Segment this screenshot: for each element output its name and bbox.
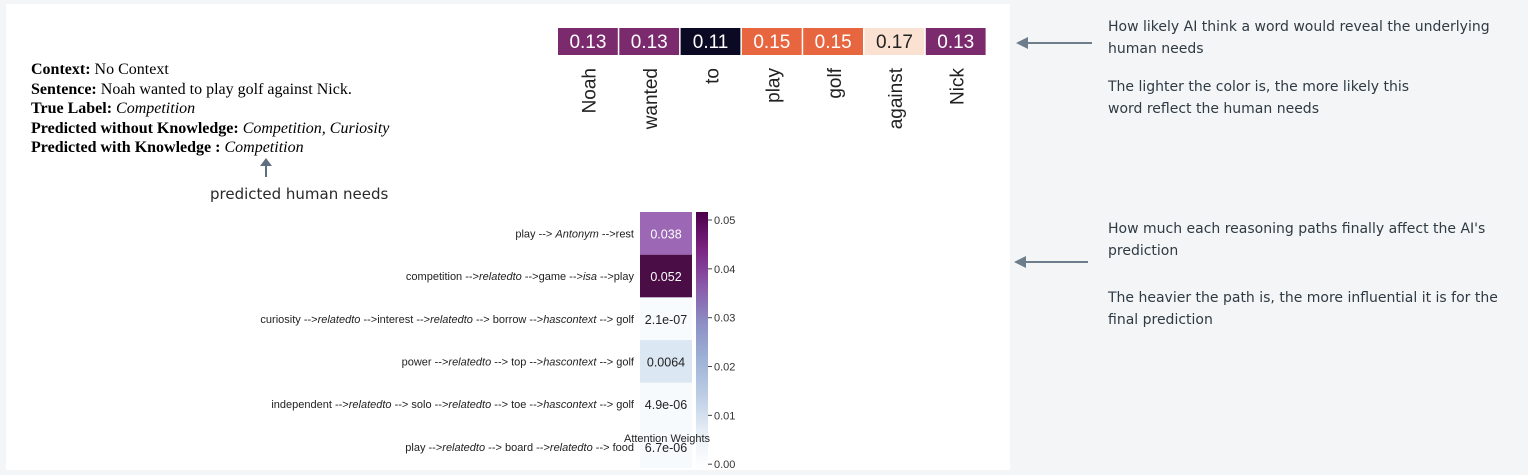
context-row: Context: No Context xyxy=(31,60,389,80)
path-cell xyxy=(640,382,692,426)
sentence-value: Noah wanted to play golf against Nick. xyxy=(100,80,352,98)
pred-without-label: Predicted without Knowledge: xyxy=(31,119,239,137)
word-tick-label: to xyxy=(702,68,723,84)
word-cell-label: 0.11 xyxy=(693,32,729,53)
word-tick-label: Noah xyxy=(580,68,601,113)
up-arrow-icon xyxy=(260,158,272,177)
path-cell xyxy=(640,340,692,383)
figure-panel xyxy=(6,4,1010,470)
colorbar-tick-label: 0.03 xyxy=(714,313,735,325)
true-label-value: Competition xyxy=(116,100,196,117)
word-tick-label: play xyxy=(764,68,785,103)
word-cell xyxy=(558,28,618,55)
path-cell-label: 4.9e-06 xyxy=(645,398,687,412)
word-cell xyxy=(864,28,925,55)
path-cell xyxy=(640,425,692,469)
note-heavier-path: The heavier the path is, the more influe… xyxy=(1108,290,1498,328)
path-heatmap: 0.038 play --> Antonym -->rest 0.052 compet… xyxy=(260,212,735,470)
path-cell-label: 2.1e-07 xyxy=(645,313,687,327)
path-tick-label: competition -->relatedto -->game -->isa … xyxy=(406,271,635,283)
word-cell-label: 0.13 xyxy=(937,32,974,53)
colorbar-tick-label: 0.02 xyxy=(714,362,735,374)
word-cell-label: 0.13 xyxy=(631,32,668,53)
note-lighter-color: The lighter the color is, the more likel… xyxy=(1108,79,1410,117)
path-cell xyxy=(640,212,692,255)
sentence-label: Sentence: xyxy=(31,80,97,98)
path-xlabel: Attention Weights xyxy=(624,433,711,445)
note-word-likelihood: How likely AI think a word would reveal … xyxy=(1108,19,1490,57)
word-cell xyxy=(741,28,802,55)
sentence-row: Sentence: Noah wanted to play golf again… xyxy=(31,80,389,100)
path-tick-label: play -->relatedto --> board -->relatedto… xyxy=(405,442,634,454)
word-cell-label: 0.15 xyxy=(815,32,852,53)
true-label-label: True Label: xyxy=(31,100,113,117)
colorbar-tick-label: 0.04 xyxy=(714,264,735,276)
word-cell xyxy=(680,28,741,55)
path-tick-label: play --> Antonym -->rest xyxy=(515,228,634,240)
charts-svg: 0.13 Noah 0.13 wanted 0.11 to 0.15 play 0.15 golf… xyxy=(260,28,986,470)
path-cell-label: 6.7e-06 xyxy=(645,441,687,455)
word-tick-label: wanted xyxy=(641,68,662,130)
left-arrow-icon xyxy=(1016,37,1092,49)
pred-with-label: Predicted with Knowledge : xyxy=(31,139,221,156)
left-arrow-icon xyxy=(1014,256,1088,268)
path-tick-label: power -->relatedto --> top -->hascontext… xyxy=(402,356,635,368)
example-block: Context: No Context Sentence: Noah wante… xyxy=(31,60,389,158)
word-heatmap: 0.13 Noah 0.13 wanted 0.11 to 0.15 play 0.15 golf… xyxy=(558,28,986,130)
word-tick-label: against xyxy=(886,67,907,129)
predicted-needs-caption: predicted human needs xyxy=(210,185,389,203)
colorbar-tick-label: 0.00 xyxy=(714,459,735,470)
path-tick-label: curiosity -->relatedto -->interest -->re… xyxy=(260,314,635,326)
word-cell xyxy=(803,28,863,55)
path-cell-label: 0.0064 xyxy=(647,355,685,369)
word-cell-label: 0.17 xyxy=(876,32,913,53)
path-tick-label: independent -->relatedto --> solo -->rel… xyxy=(271,399,635,411)
context-value: No Context xyxy=(94,61,169,78)
path-cell-label: 0.038 xyxy=(650,227,681,241)
pred-with-value: Competition xyxy=(224,139,304,156)
note-path-influence: How much each reasoning paths finally af… xyxy=(1108,221,1486,259)
word-tick-label: golf xyxy=(825,67,846,98)
word-tick-label: Nick xyxy=(947,68,968,105)
colorbar-tick-label: 0.05 xyxy=(714,215,735,227)
path-cell-label: 0.052 xyxy=(650,270,681,284)
pred-without-value: Competition, Curiosity xyxy=(242,119,390,137)
colorbar xyxy=(696,212,708,469)
true-label-row: True Label: Competition xyxy=(31,99,389,119)
word-cell-label: 0.13 xyxy=(569,32,606,53)
path-cell xyxy=(640,254,692,298)
word-cell-label: 0.15 xyxy=(753,32,790,53)
word-cell xyxy=(925,28,986,55)
pred-without-row: Predicted without Knowledge: Competition… xyxy=(31,119,389,139)
context-label: Context: xyxy=(31,61,91,78)
pred-with-row: Predicted with Knowledge : Competition xyxy=(31,138,389,158)
path-cell xyxy=(640,297,692,341)
colorbar-tick-label: 0.01 xyxy=(714,410,735,422)
word-cell xyxy=(619,28,680,55)
